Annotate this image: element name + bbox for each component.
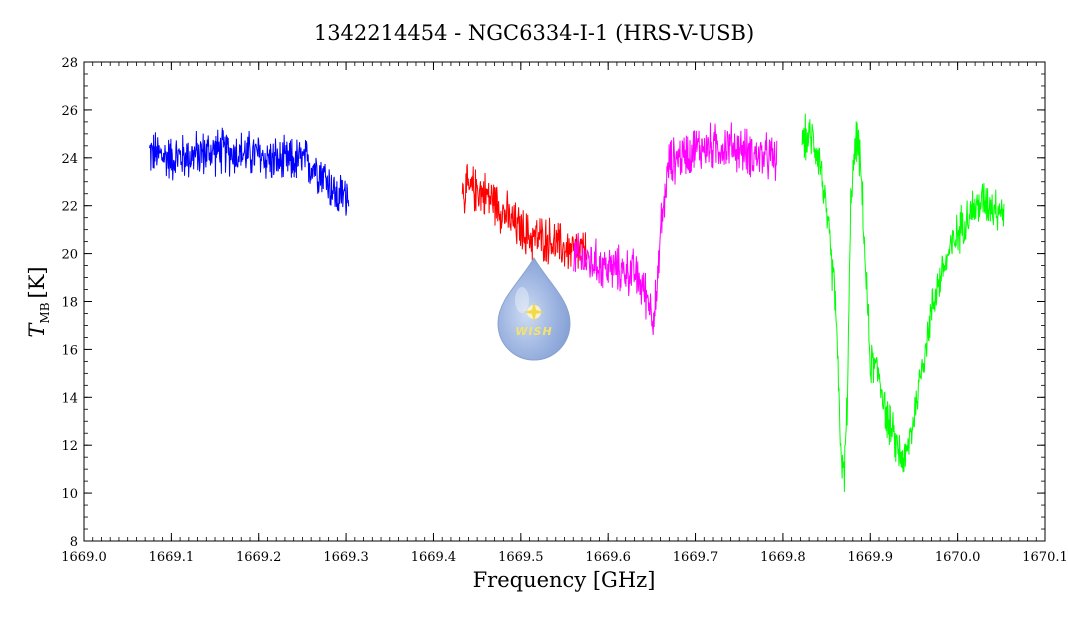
star-icon <box>524 302 544 322</box>
x-tick-label: 1669.1 <box>149 550 195 565</box>
y-tick-label: 26 <box>61 104 78 119</box>
x-tick-label: 1669.2 <box>236 550 282 565</box>
y-tick-label: 20 <box>61 248 78 263</box>
y-tick-label: 22 <box>61 200 78 215</box>
series-layer <box>149 113 1005 493</box>
svg-text:WISH: WISH <box>515 325 552 338</box>
y-tick-label: 16 <box>61 343 78 358</box>
y-tick-label: 28 <box>61 56 78 71</box>
y-tick-label: 12 <box>61 439 78 454</box>
svg-text:TMB[K]: TMB[K] <box>25 266 52 337</box>
x-tick-label: 1669.3 <box>323 550 369 565</box>
x-axis-label: Frequency [GHz] <box>473 568 656 592</box>
x-tick-label: 1670.0 <box>935 550 981 565</box>
x-tick-label: 1669.8 <box>760 550 806 565</box>
y-tick-label: 24 <box>61 152 78 167</box>
spectrum-series-line <box>801 113 1005 493</box>
spectrum-series-line <box>149 127 350 216</box>
wish-logo: WISH <box>497 257 571 361</box>
y-tick-label: 10 <box>61 487 78 502</box>
x-tick-label: 1669.7 <box>673 550 719 565</box>
y-tick-label: 14 <box>61 391 78 406</box>
spectrum-series-line <box>573 122 778 335</box>
chart-title: 1342214454 - NGC6334-I-1 (HRS-V-USB) <box>314 21 754 45</box>
spectrum-series-line <box>461 164 587 270</box>
x-tick-label: 1669.9 <box>848 550 894 565</box>
x-tick-label: 1669.0 <box>61 550 107 565</box>
y-tick-label: 18 <box>61 296 78 311</box>
x-tick-label: 1669.5 <box>498 550 544 565</box>
ticks-layer: 1669.0 1669.1 1669.2 1669.3 1669.4 1669.5 1669… <box>61 56 1068 565</box>
y-tick-label: 8 <box>70 535 78 550</box>
plot-frame <box>83 61 1046 542</box>
x-tick-label: 1669.6 <box>585 550 631 565</box>
x-tick-label: 1669.4 <box>411 550 457 565</box>
y-axis-label: TMB[K] <box>25 266 52 337</box>
x-tick-label: 1670.1 <box>1022 550 1068 565</box>
